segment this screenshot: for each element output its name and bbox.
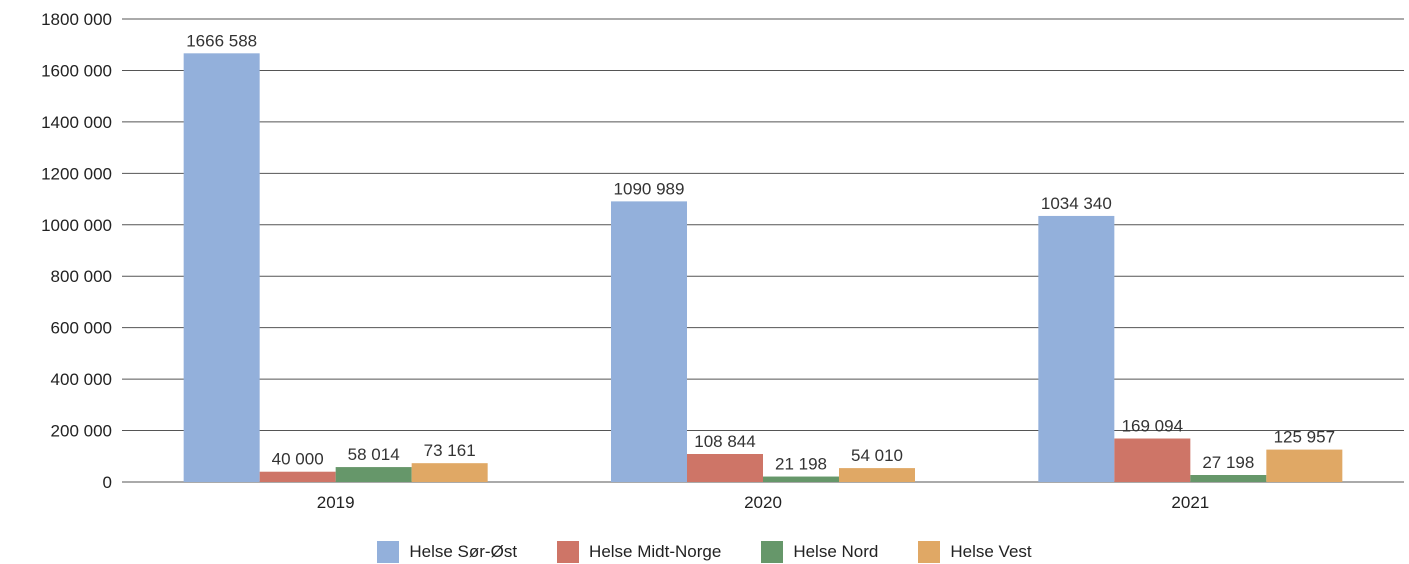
bar [411,463,488,482]
data-label: 1666 588 [186,31,257,50]
bar [1038,215,1115,482]
data-label: 73 161 [424,441,476,460]
bar [839,468,915,482]
x-tick-label: 2020 [744,493,782,512]
chart-legend: Helse Sør-Øst Helse Midt-Norge Helse Nord H… [0,540,1409,564]
legend-item: Helse Vest [918,541,1032,563]
bar [335,467,412,482]
y-tick-label: 1600 000 [41,61,112,80]
legend-swatch [557,541,580,563]
data-label: 58 014 [348,445,400,464]
y-tick-label: 400 000 [51,370,112,389]
data-label: 1034 340 [1041,194,1112,213]
legend-label: Helse Sør-Øst [409,542,518,561]
data-label: 27 198 [1202,453,1254,472]
x-tick-label: 2019 [317,493,355,512]
y-tick-label: 0 [103,473,112,492]
legend-label: Helse Vest [950,542,1032,561]
bar-chart: 0 200 000 400 000 600 000 800 000 1000 000 120… [41,10,1404,512]
y-tick-label: 800 000 [51,267,112,286]
bar [1114,438,1191,482]
legend-label: Helse Nord [793,542,879,561]
legend-item: Helse Nord [761,541,878,563]
bar [611,201,687,482]
legend-label: Helse Midt-Norge [589,542,722,561]
bar [763,476,839,482]
legend-swatch [918,541,941,563]
data-label: 108 844 [694,432,755,451]
legend-item: Helse Sør-Øst [377,541,517,563]
y-tick-label: 1000 000 [41,216,112,235]
y-tick-label: 200 000 [51,422,112,441]
bar [183,53,260,483]
data-label: 40 000 [272,450,324,469]
y-tick-label: 1200 000 [41,164,112,183]
data-label: 54 010 [851,446,903,465]
x-tick-label: 2021 [1171,493,1209,512]
legend-swatch [761,541,784,563]
bar [1190,475,1267,482]
data-label: 21 198 [775,455,827,474]
bar [1266,449,1343,482]
data-label: 125 957 [1274,428,1335,447]
data-label: 169 094 [1122,417,1183,436]
y-tick-label: 1400 000 [41,113,112,132]
legend-item: Helse Midt-Norge [557,541,721,563]
data-label: 1090 989 [614,179,685,198]
bar [259,471,336,482]
y-tick-label: 1800 000 [41,10,112,29]
y-tick-label: 600 000 [51,319,112,338]
bar [687,454,763,482]
legend-swatch [377,541,400,563]
